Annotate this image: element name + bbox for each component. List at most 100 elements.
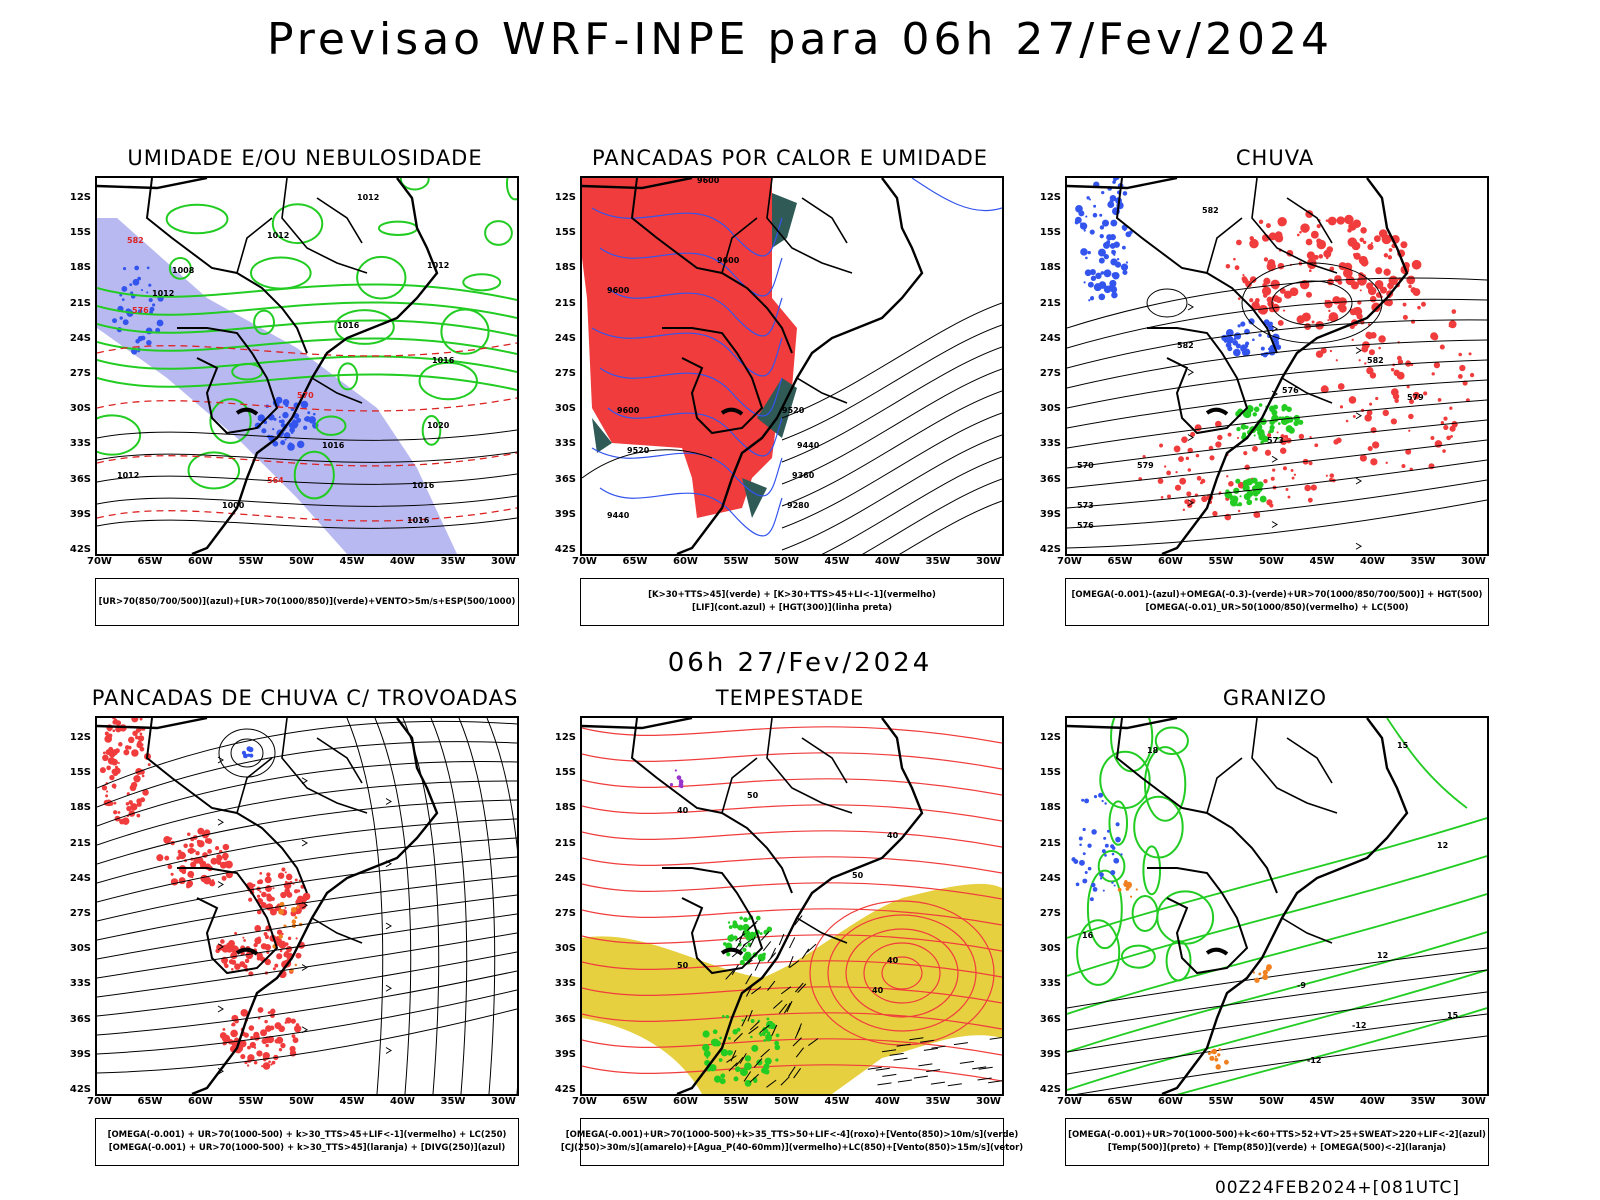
contour-label: 1012 [267, 231, 289, 240]
humidity-fill-high [275, 396, 283, 404]
thunderstorm-fill [219, 861, 227, 869]
thunderstorm-fill [281, 867, 286, 872]
thunderstorm-fill [257, 879, 262, 885]
thunderstorm-fill [117, 761, 120, 765]
wind-vector [875, 1067, 890, 1071]
thunderstorm-fill [193, 849, 196, 853]
lifted-index-contour [607, 407, 783, 457]
map-svg: 1012 1012 1008 1012 1016 1016 1012 1016 1020 1016… [97, 178, 517, 554]
contour-label: 9600 [617, 406, 640, 415]
thunderstorm-fill [108, 750, 116, 758]
wind-vector [760, 931, 770, 941]
thunderstorm-fill [276, 1036, 284, 1044]
severe-fill [678, 784, 682, 788]
wind-vector [749, 936, 756, 948]
contour-label: 1012 [357, 193, 379, 202]
humidity-contour [209, 398, 252, 445]
wind-850-fill [702, 1030, 710, 1038]
panel-title: CHUVA [1235, 146, 1315, 170]
wind-850-fill [735, 1066, 741, 1073]
streamline [1067, 419, 1487, 469]
omega-500-fill [1215, 1064, 1221, 1070]
thunderstorm-fill [187, 870, 195, 878]
contour-label: 9600 [607, 286, 630, 295]
rain-fill [1451, 309, 1457, 314]
map-svg: 40 50 40 50 40 50 40 [582, 718, 1002, 1094]
omega-fill [1083, 229, 1086, 232]
hail-fill [1115, 822, 1120, 827]
panel-legend: [OMEGA(-0.001)-(azul)+OMEGA(-0.3)-(verde… [1065, 578, 1489, 626]
rain-fill [1237, 297, 1241, 301]
lagoon [1205, 947, 1229, 956]
lon-tick-label: 30W [1461, 556, 1486, 567]
omega-strong-fill [1277, 422, 1281, 426]
omega-strong-fill [1269, 424, 1275, 431]
omega-fill [1125, 261, 1129, 264]
rain-fill [1401, 463, 1406, 469]
hail-fill [1071, 857, 1076, 862]
omega-fill [1109, 234, 1116, 241]
rain-fill [1305, 238, 1313, 246]
rain-fill [1264, 449, 1272, 456]
rain-fill [1160, 495, 1164, 499]
rain-fill [1358, 359, 1361, 362]
wind-vector [748, 1026, 759, 1035]
wind-850-fill [726, 952, 731, 957]
isobar [97, 451, 517, 463]
lon-tick-label: 35W [925, 556, 951, 567]
thunderstorm-fill [262, 1062, 271, 1070]
omega-strong-fill [1243, 410, 1252, 419]
rain-fill [1166, 470, 1172, 476]
rain-fill [1370, 242, 1373, 245]
streamline [1067, 298, 1487, 349]
thunderstorm-fill [243, 939, 246, 942]
wind-vector [808, 1038, 819, 1046]
thunderstorm-fill [242, 936, 245, 939]
wind-vector [794, 1027, 801, 1039]
panel-title: PANCADAS POR CALOR E UMIDADE [591, 146, 989, 170]
streamline-arrow [1187, 368, 1194, 376]
streamline [346, 718, 384, 1094]
panel-legend: [UR>70(850/700/500)](azul)+[UR>70(1000/8… [95, 578, 519, 626]
thunderstorm-fill [197, 827, 205, 835]
thunderstorm-fill [132, 730, 138, 737]
wind-vector [793, 1068, 802, 1079]
lon-tick-label: 55W [723, 1096, 749, 1107]
geopotential-contour [582, 449, 713, 479]
coastline [582, 718, 924, 1094]
lon-tick-label: 45W [339, 1096, 365, 1107]
omega-strong-fill [1245, 494, 1251, 499]
omega-fill [1089, 198, 1092, 201]
thunderstorm-fill [260, 902, 267, 909]
lon-tick-label: 45W [824, 556, 850, 567]
rain-fill [1181, 436, 1188, 443]
wind-850-fill [727, 921, 731, 924]
rain-fill [1430, 436, 1435, 441]
omega-fill [1101, 190, 1105, 195]
thunderstorm-fill [183, 843, 188, 849]
lat-tick-label: 21S [1039, 837, 1061, 849]
wind-vector [767, 980, 776, 991]
streamline [1067, 359, 1487, 409]
thunderstorm-fill [167, 864, 173, 870]
omega-fill [1266, 323, 1272, 328]
rain-fill [1408, 284, 1412, 289]
humidity-fill-high [122, 319, 129, 326]
omega-fill [1125, 231, 1132, 238]
streamline [1067, 339, 1487, 389]
lat-tick-label: 27S [1039, 368, 1061, 379]
thunderstorm-fill [272, 887, 275, 890]
isobar [97, 517, 517, 529]
omega-fill [1087, 250, 1091, 255]
lat-tick-label: 27S [554, 908, 576, 919]
humidity-fill-high [149, 306, 155, 312]
humidity-fill-high [156, 319, 164, 327]
precipitable-water-contour [809, 900, 995, 1046]
rain-fill [1194, 424, 1202, 432]
panel-pancadas-trovoadas: PANCADAS DE CHUVA C/ TROVOADAS 12S 15S 18S… [55, 686, 555, 1186]
state-border [721, 718, 853, 944]
omega-500-fill [1214, 1057, 1219, 1062]
hail-fill [1098, 792, 1104, 798]
lon-tick-label: 40W [875, 1096, 900, 1107]
omega-fill [1085, 256, 1088, 260]
